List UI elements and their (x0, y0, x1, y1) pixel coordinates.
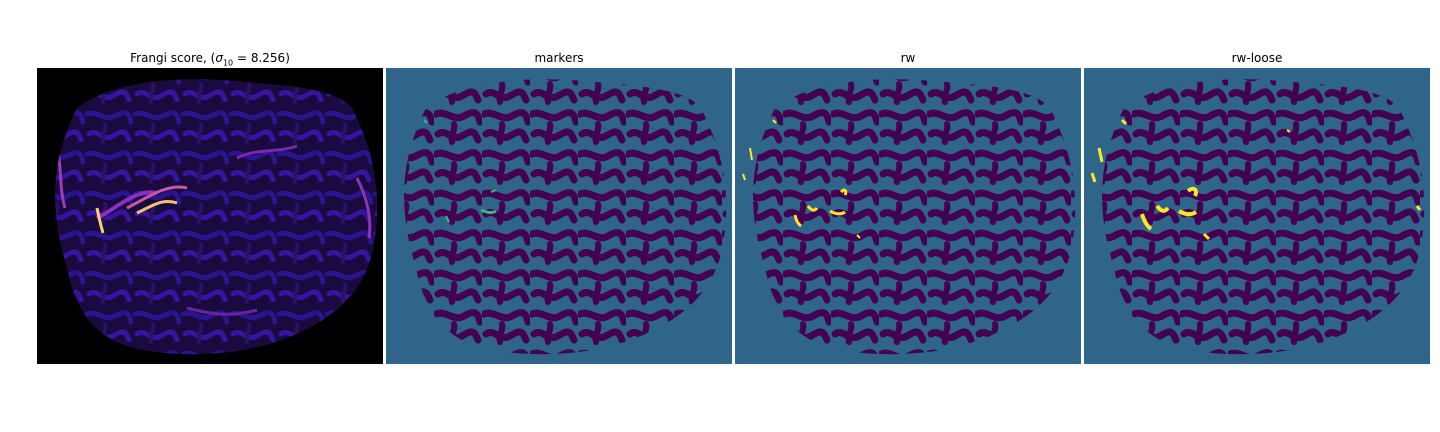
rw-title: rw (900, 51, 916, 65)
rw-image (735, 68, 1081, 364)
rw-loose-title: rw-loose (1231, 51, 1283, 65)
markers-panel: markers (386, 50, 732, 364)
frangi-title: Frangi score, (σ10 = 8.256) (130, 51, 290, 68)
frangi-image (37, 68, 383, 364)
rw-panel: rw (735, 50, 1081, 364)
markers-title: markers (534, 51, 584, 65)
rw-loose-image (1084, 68, 1430, 364)
frangi-panel: Frangi score, (σ10 = 8.256) (37, 50, 383, 364)
rw-loose-panel: rw-loose (1084, 50, 1430, 364)
marker-spots (423, 119, 497, 223)
rw-spots (742, 119, 861, 239)
rw-loose-spots (1090, 118, 1422, 241)
markers-image (386, 68, 732, 364)
